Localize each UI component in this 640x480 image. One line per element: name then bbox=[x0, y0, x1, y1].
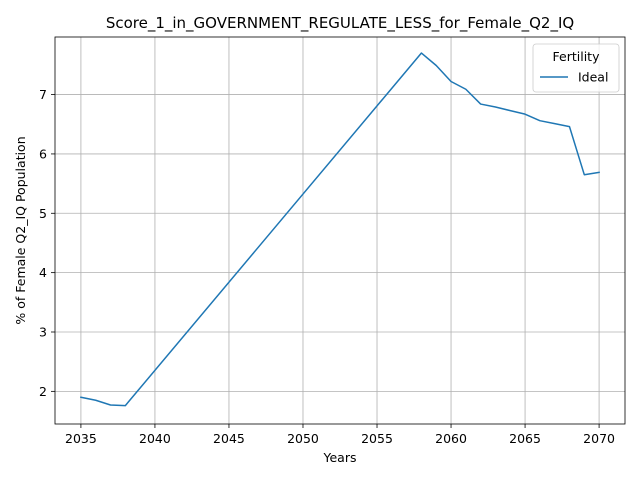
x-axis-label: Years bbox=[323, 450, 357, 465]
y-tick-label: 4 bbox=[39, 265, 47, 280]
axis-ticks: 2035 2040 2045 2050 2055 2060 2065 2070 2 3 4 5 6 7 bbox=[39, 87, 615, 446]
y-tick-label: 6 bbox=[39, 146, 47, 161]
y-tick-label: 7 bbox=[39, 87, 47, 102]
x-tick-label: 2060 bbox=[435, 431, 467, 446]
x-tick-label: 2035 bbox=[65, 431, 97, 446]
y-tick-label: 5 bbox=[39, 206, 47, 221]
plot-frame bbox=[54, 36, 626, 425]
chart-title: Score_1_in_GOVERNMENT_REGULATE_LESS_for_… bbox=[106, 14, 574, 33]
x-tick-label: 2045 bbox=[213, 431, 245, 446]
legend: Fertility Ideal bbox=[532, 43, 620, 93]
y-tick-label: 2 bbox=[39, 384, 47, 399]
series-layer bbox=[80, 52, 600, 407]
legend-label-ideal: Ideal bbox=[578, 70, 608, 85]
legend-title: Fertility bbox=[553, 49, 601, 64]
x-tick-label: 2040 bbox=[139, 431, 171, 446]
x-tick-label: 2070 bbox=[583, 431, 615, 446]
x-tick-label: 2065 bbox=[509, 431, 541, 446]
x-tick-label: 2055 bbox=[361, 431, 393, 446]
y-tick-label: 3 bbox=[39, 324, 47, 339]
series-line-ideal bbox=[80, 52, 600, 407]
grid bbox=[55, 37, 625, 424]
legend-box bbox=[532, 43, 620, 93]
x-tick-label: 2050 bbox=[287, 431, 319, 446]
y-axis-label: % of Female Q2_IQ Population bbox=[13, 136, 28, 324]
